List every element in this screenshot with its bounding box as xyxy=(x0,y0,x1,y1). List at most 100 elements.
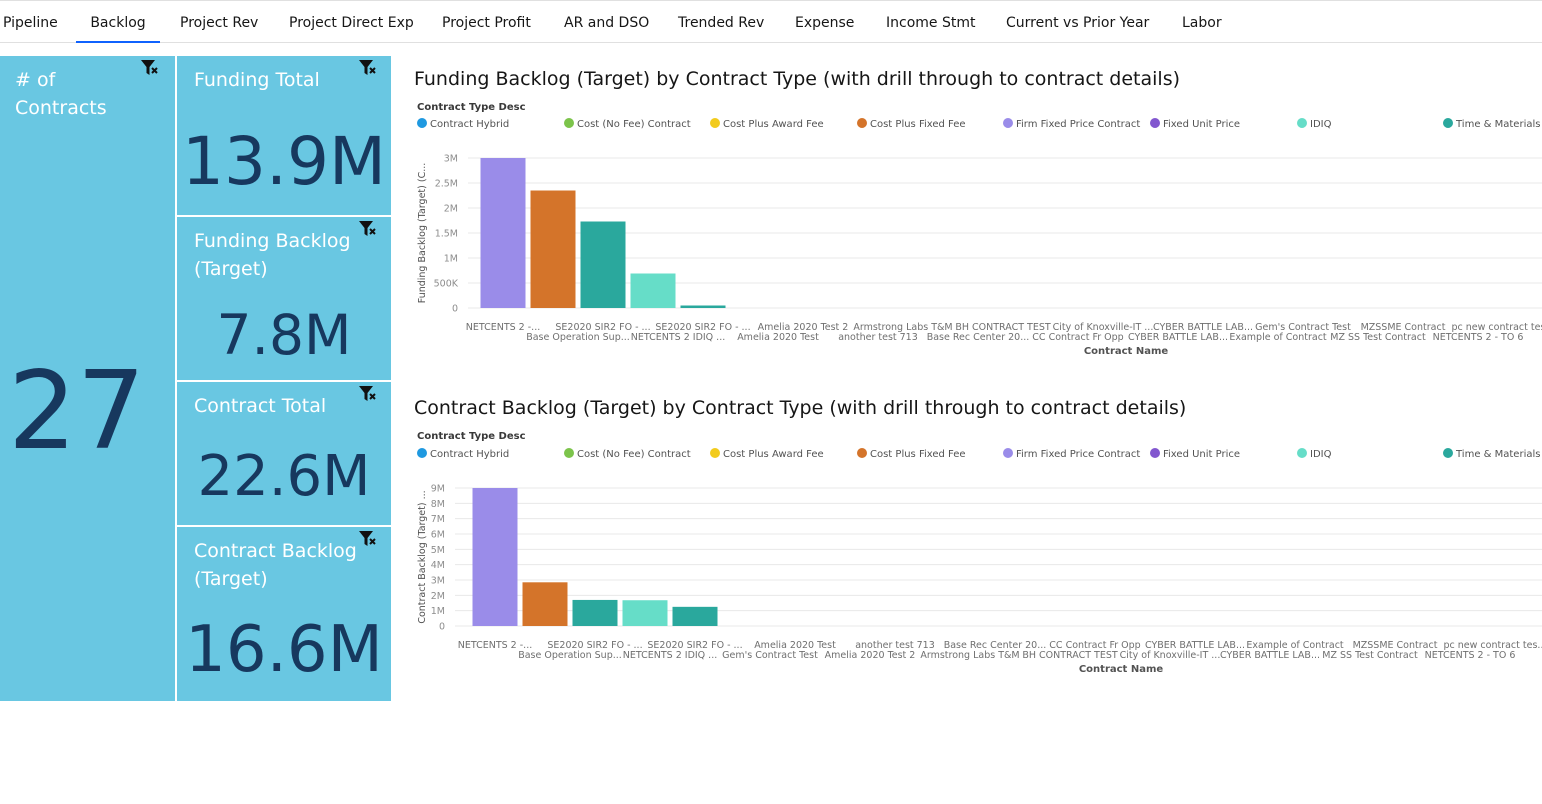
x-tick-label: Amelia 2020 Test xyxy=(754,640,836,651)
tab-bar: Pipeline Backlog Project Rev Project Dir… xyxy=(0,0,1542,43)
legend-item-contract-hybrid[interactable]: Contract Hybrid xyxy=(417,118,509,130)
legend-item-cost-no-fee[interactable]: Cost (No Fee) Contract xyxy=(564,448,691,460)
filter-icon[interactable] xyxy=(357,219,377,239)
legend-item-idiq[interactable]: IDIQ xyxy=(1297,118,1331,130)
kpi-value: 7.8M xyxy=(216,303,352,367)
legend-item-cost-plus-award-fee[interactable]: Cost Plus Award Fee xyxy=(710,448,824,460)
legend-swatch xyxy=(1150,118,1160,128)
filter-icon[interactable] xyxy=(357,384,377,404)
legend-item-cost-no-fee[interactable]: Cost (No Fee) Contract xyxy=(564,118,691,130)
x-tick-label: City of Knoxville-IT ... xyxy=(1053,322,1154,333)
chart-title: Contract Backlog (Target) by Contract Ty… xyxy=(414,397,1187,419)
tab-project-profit[interactable]: Project Profit xyxy=(442,15,531,31)
x-tick-label: pc new contract tes... xyxy=(1444,640,1542,651)
y-tick-label: 1M xyxy=(431,606,445,617)
y-tick-label: 0 xyxy=(439,622,445,633)
y-tick-label: 0 xyxy=(452,304,458,315)
bar[interactable] xyxy=(472,488,518,626)
y-tick-label: 3M xyxy=(431,576,445,587)
legend-item-cost-plus-fixed-fee[interactable]: Cost Plus Fixed Fee xyxy=(857,118,966,130)
kpi-tile-contract-backlog[interactable]: Contract Backlog (Target) 16.6M xyxy=(177,527,391,701)
x-tick-label: NETCENTS 2 - TO 6 xyxy=(1425,650,1516,661)
bar[interactable] xyxy=(630,273,676,309)
tab-income-stmt[interactable]: Income Stmt xyxy=(886,15,976,31)
tab-project-direct-exp[interactable]: Project Direct Exp xyxy=(289,15,414,31)
bar[interactable] xyxy=(622,600,668,626)
legend-label: IDIQ xyxy=(1310,449,1332,460)
legend-item-cost-plus-award-fee[interactable]: Cost Plus Award Fee xyxy=(710,118,824,130)
legend-item-fixed-unit-price[interactable]: Fixed Unit Price xyxy=(1150,118,1240,130)
x-tick-label: Base Rec Center 20... xyxy=(944,640,1047,651)
legend-swatch xyxy=(564,448,574,458)
legend-label: Cost (No Fee) Contract xyxy=(577,449,691,460)
y-tick-label: 5M xyxy=(431,545,445,556)
x-tick-label: Amelia 2020 Test 2 xyxy=(758,322,849,333)
legend-item-time-materials[interactable]: Time & Materials xyxy=(1443,118,1540,130)
tab-labor[interactable]: Labor xyxy=(1182,15,1222,31)
legend-label: Cost Plus Fixed Fee xyxy=(870,449,966,460)
tab-ar-and-dso[interactable]: AR and DSO xyxy=(564,15,650,31)
bar[interactable] xyxy=(522,582,568,626)
bar[interactable] xyxy=(580,221,626,309)
kpi-tile-funding-backlog[interactable]: Funding Backlog (Target) 7.8M xyxy=(177,217,391,380)
legend-swatch xyxy=(1003,118,1013,128)
legend-label: Time & Materials xyxy=(1456,119,1541,130)
legend-item-time-materials[interactable]: Time & Materials xyxy=(1443,448,1540,460)
x-tick-label: CC Contract Fr Opp xyxy=(1049,640,1140,651)
bar[interactable] xyxy=(572,599,618,626)
x-tick-label: Gem's Contract Test xyxy=(722,650,818,661)
bar[interactable] xyxy=(530,190,576,309)
tab-project-rev[interactable]: Project Rev xyxy=(180,15,259,31)
legend-item-cost-plus-fixed-fee[interactable]: Cost Plus Fixed Fee xyxy=(857,448,966,460)
legend-label: Time & Materials xyxy=(1456,449,1541,460)
kpi-name: Contract Backlog (Target) xyxy=(194,540,357,590)
x-tick-label: NETCENTS 2 IDIQ ... xyxy=(623,650,718,661)
x-tick-label: SE2020 SIR2 FO - ... xyxy=(555,322,650,333)
tab-pipeline[interactable]: Pipeline xyxy=(3,15,58,31)
tab-current-vs-prior-year[interactable]: Current vs Prior Year xyxy=(1006,15,1150,31)
kpi-name: # of Contracts xyxy=(15,69,107,119)
legend-item-contract-hybrid[interactable]: Contract Hybrid xyxy=(417,448,509,460)
filter-icon[interactable] xyxy=(139,58,159,78)
legend-swatch xyxy=(564,118,574,128)
tab-trended-rev[interactable]: Trended Rev xyxy=(678,15,765,31)
legend-label: Firm Fixed Price Contract xyxy=(1016,119,1141,130)
legend-swatch xyxy=(710,118,720,128)
chart-title: Funding Backlog (Target) by Contract Typ… xyxy=(414,68,1181,90)
kpi-tile-contracts[interactable]: # of Contracts 27 xyxy=(0,56,175,701)
filter-icon[interactable] xyxy=(357,529,377,549)
bar[interactable] xyxy=(680,305,726,309)
kpi-name: Contract Total xyxy=(194,395,327,417)
legend-label: Cost Plus Award Fee xyxy=(723,119,824,130)
legend-item-fixed-unit-price[interactable]: Fixed Unit Price xyxy=(1150,448,1240,460)
x-tick-label: Armstrong Labs T&M xyxy=(920,650,1019,661)
legend-swatch xyxy=(710,448,720,458)
legend-item-firm-fixed-price[interactable]: Firm Fixed Price Contract xyxy=(1003,448,1140,460)
funding-backlog-chart: 0 500K 1M 1.5M 2M 2.5M 3M Funding Backlog (Targ… xyxy=(417,154,1542,357)
y-axis-title: Funding Backlog (Target) (C... xyxy=(417,163,428,304)
y-tick-label: 7M xyxy=(431,514,445,525)
x-tick-label: CYBER BATTLE LAB... xyxy=(1128,332,1228,343)
kpi-value: 16.6M xyxy=(185,613,383,687)
tab-expense[interactable]: Expense xyxy=(795,15,855,31)
kpi-tile-funding-total[interactable]: Funding Total 13.9M xyxy=(177,56,391,215)
y-tick-label: 8M xyxy=(431,499,445,510)
kpi-value: 13.9M xyxy=(182,123,386,200)
x-tick-label: City of Knoxville-IT ... xyxy=(1120,650,1221,661)
kpi-tile-contract-total[interactable]: Contract Total 22.6M xyxy=(177,382,391,525)
x-axis-title: Contract Name xyxy=(1084,346,1169,357)
legend-swatch xyxy=(857,118,867,128)
bar[interactable] xyxy=(672,606,718,626)
y-axis-title: Contract Backlog (Target) ... xyxy=(417,490,428,623)
legend-item-firm-fixed-price[interactable]: Firm Fixed Price Contract xyxy=(1003,118,1140,130)
x-tick-label: MZ SS Test Contract xyxy=(1330,332,1426,343)
legend-label: Fixed Unit Price xyxy=(1163,119,1241,130)
x-axis-title: Contract Name xyxy=(1079,664,1164,675)
filter-icon[interactable] xyxy=(357,58,377,78)
bar[interactable] xyxy=(480,158,526,308)
tab-backlog[interactable]: Backlog xyxy=(76,1,160,43)
legend-item-idiq[interactable]: IDIQ xyxy=(1297,448,1331,460)
x-tick-label: Example of Contract xyxy=(1246,640,1344,651)
x-tick-label: another test 713 xyxy=(855,640,935,651)
